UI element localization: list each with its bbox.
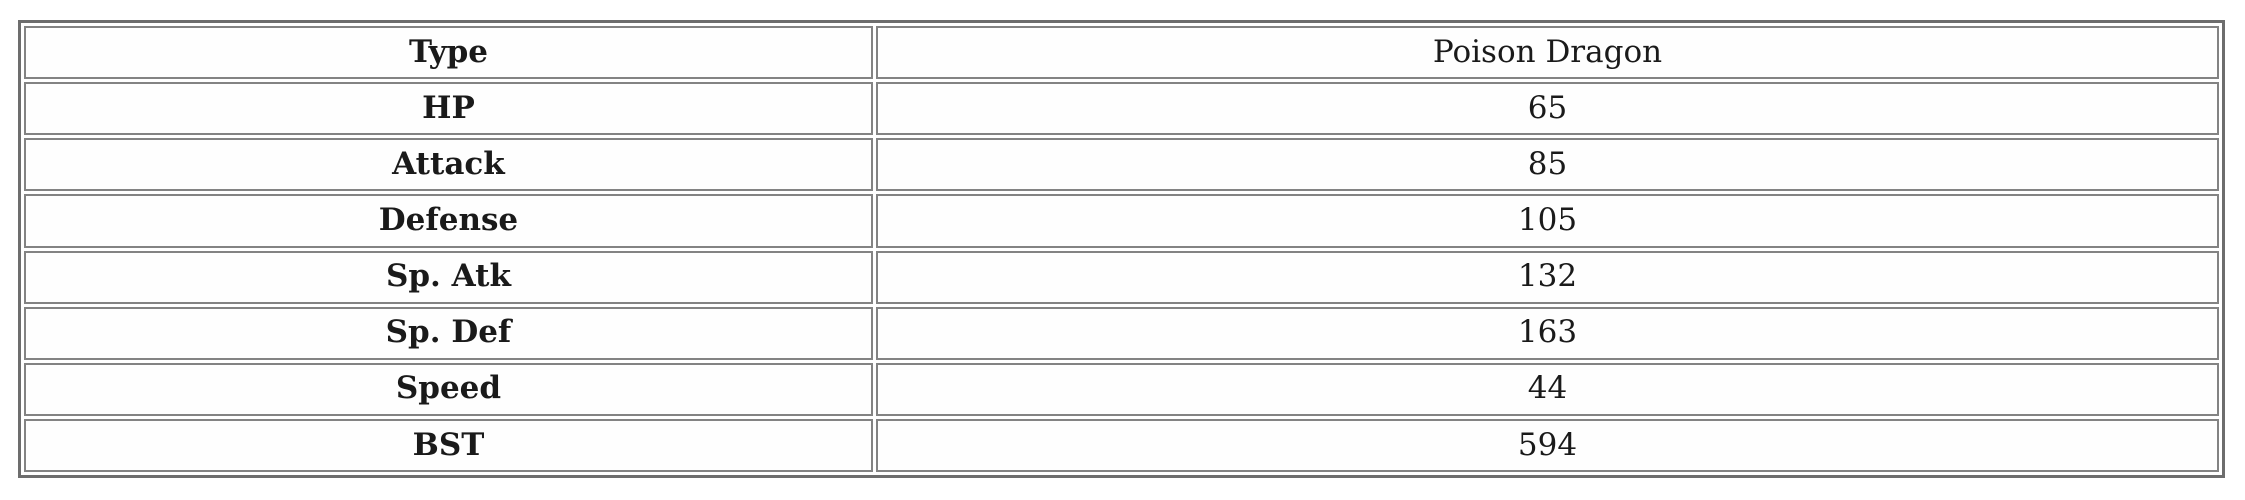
stat-label-defense: Defense xyxy=(24,194,873,248)
stat-label-sp-def: Sp. Def xyxy=(24,306,873,360)
stat-label-type: Type xyxy=(24,26,873,80)
stat-value-bst: 594 xyxy=(875,418,2219,472)
table-row: Type Poison Dragon xyxy=(24,26,2219,80)
stats-table: Type Poison Dragon HP 65 Attack 85 Defen… xyxy=(18,20,2225,478)
stat-value-sp-def: 163 xyxy=(875,306,2219,360)
stat-label-bst: BST xyxy=(24,418,873,472)
stat-value-hp: 65 xyxy=(875,82,2219,136)
table-row: Speed 44 xyxy=(24,362,2219,416)
table-row: Sp. Def 163 xyxy=(24,306,2219,360)
table-row: Attack 85 xyxy=(24,138,2219,192)
stat-value-speed: 44 xyxy=(875,362,2219,416)
table-row: BST 594 xyxy=(24,418,2219,472)
table-row: HP 65 xyxy=(24,82,2219,136)
stat-label-sp-atk: Sp. Atk xyxy=(24,250,873,304)
stat-value-defense: 105 xyxy=(875,194,2219,248)
stat-value-sp-atk: 132 xyxy=(875,250,2219,304)
stat-value-attack: 85 xyxy=(875,138,2219,192)
table-row: Defense 105 xyxy=(24,194,2219,248)
stats-table-body: Type Poison Dragon HP 65 Attack 85 Defen… xyxy=(24,26,2219,472)
stat-label-attack: Attack xyxy=(24,138,873,192)
stat-value-type: Poison Dragon xyxy=(875,26,2219,80)
stat-label-speed: Speed xyxy=(24,362,873,416)
table-row: Sp. Atk 132 xyxy=(24,250,2219,304)
stat-label-hp: HP xyxy=(24,82,873,136)
